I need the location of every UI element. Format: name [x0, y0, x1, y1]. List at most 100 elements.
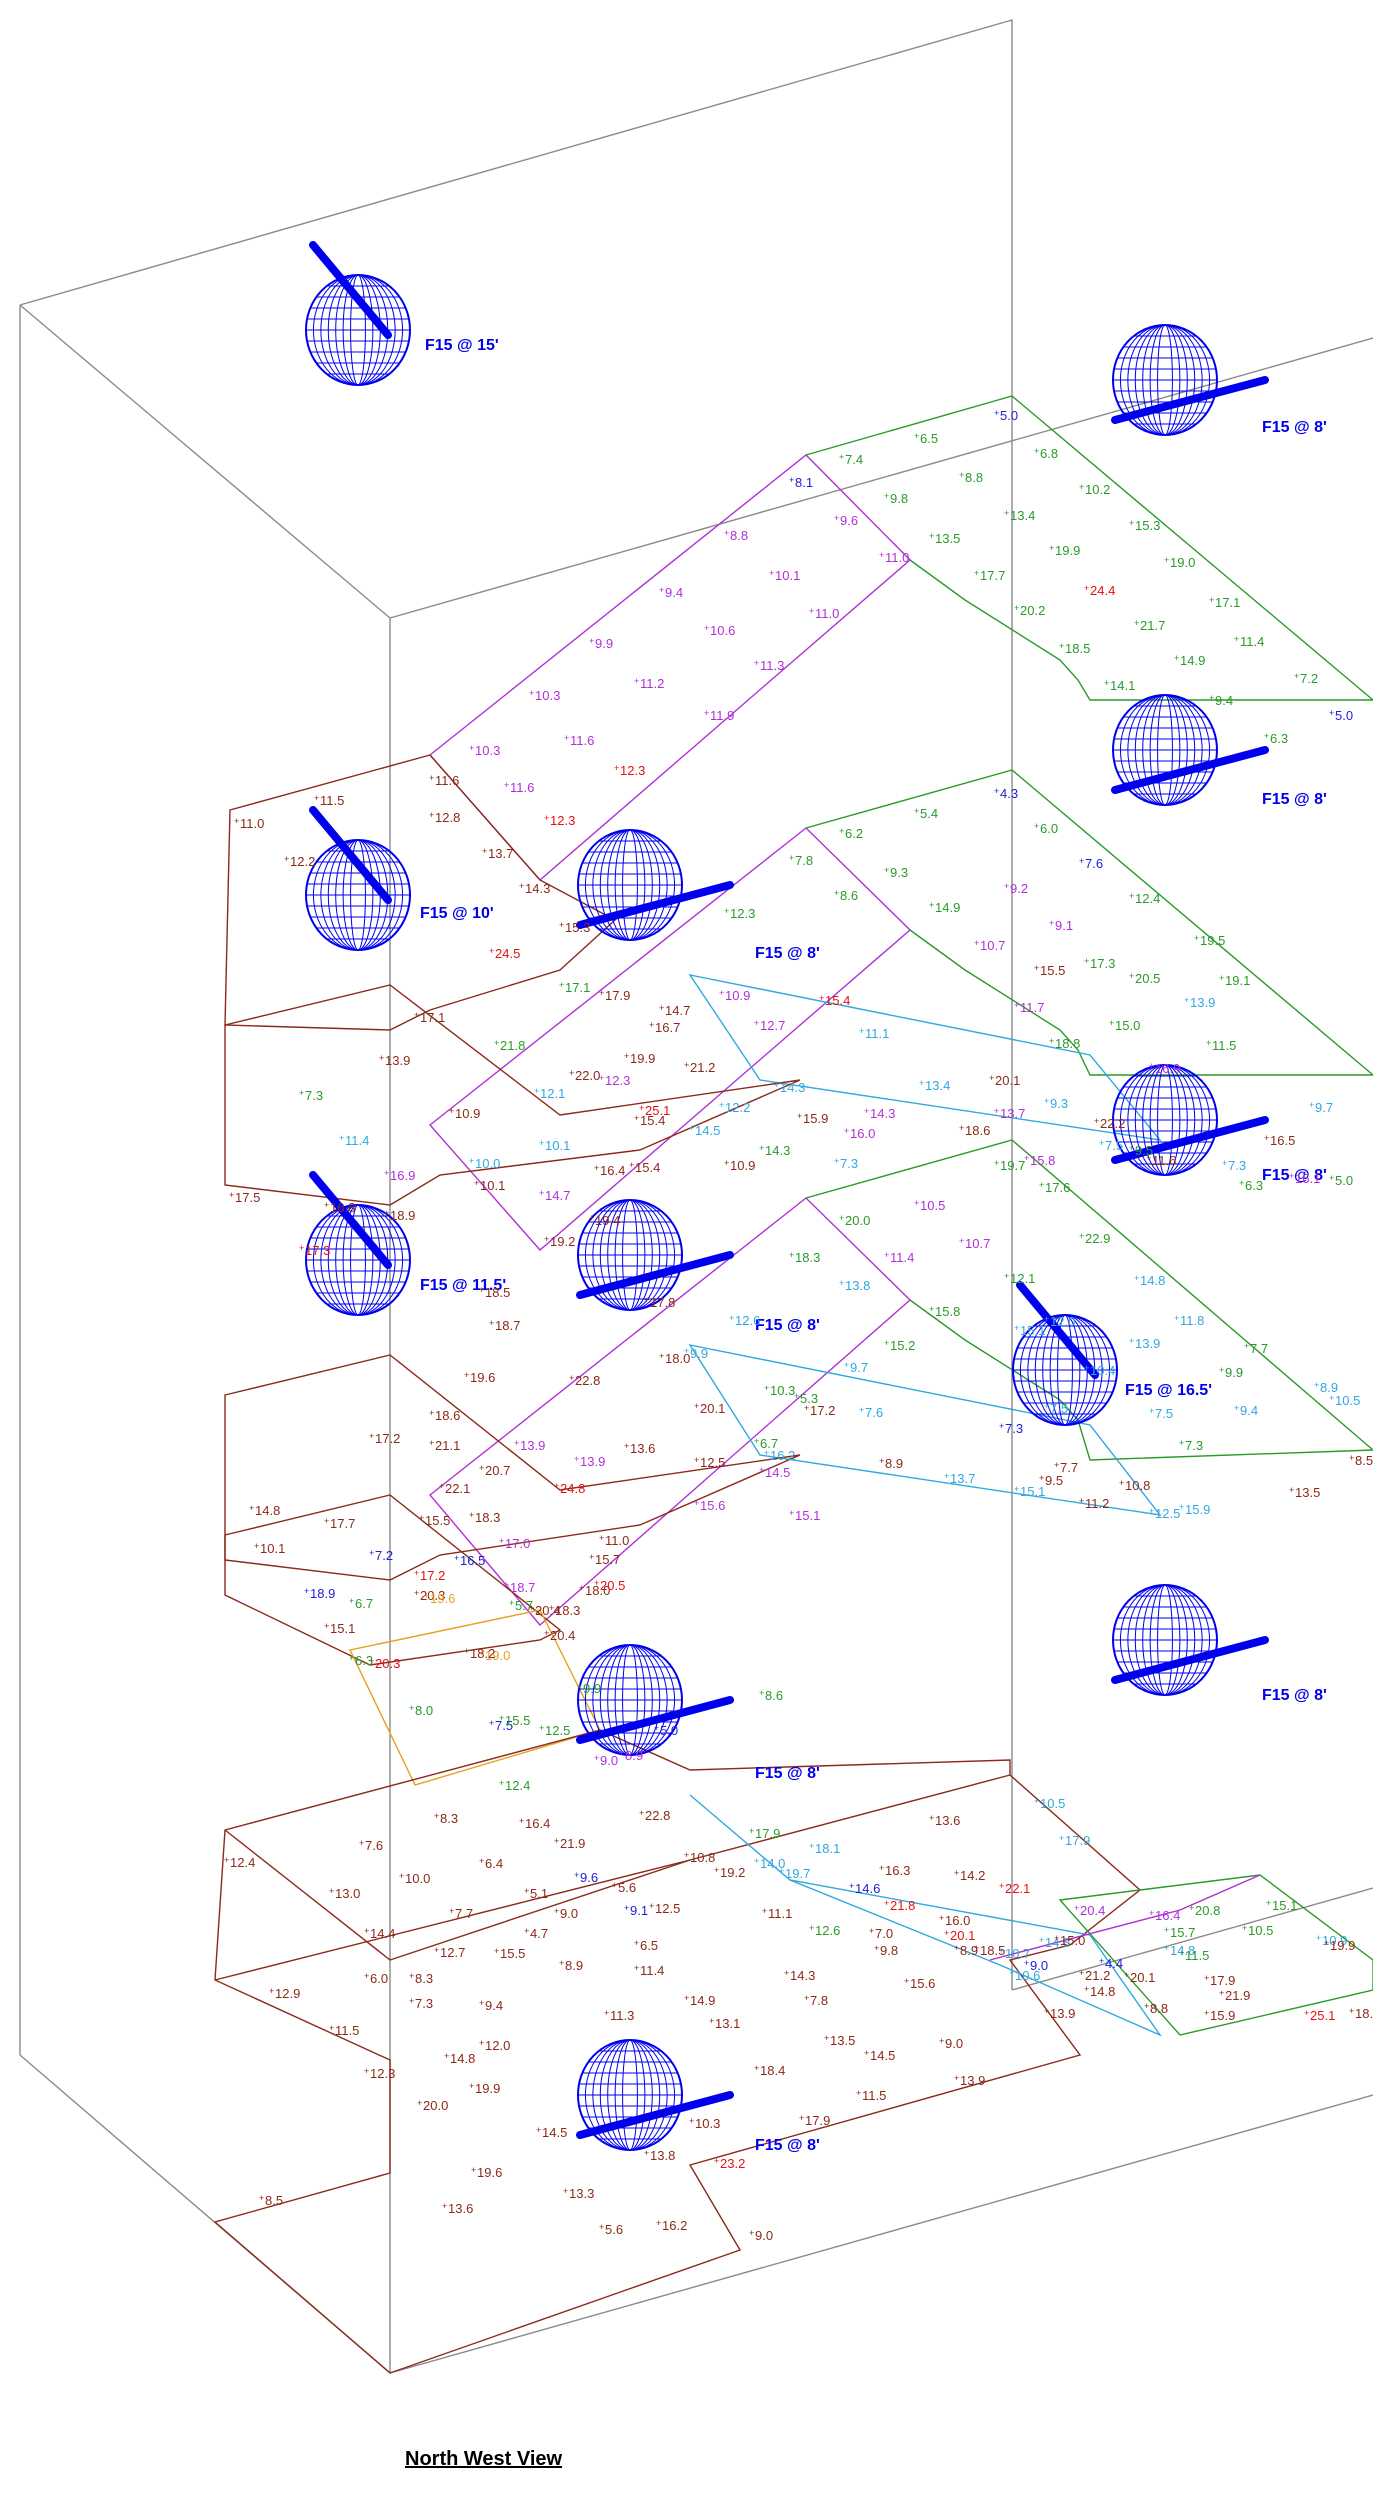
- reading-marker: +: [499, 1778, 504, 1788]
- reading-marker: +: [839, 1278, 844, 1288]
- illuminance-reading: 13.7: [1000, 1106, 1025, 1121]
- illuminance-reading: 15.5: [500, 1946, 525, 1961]
- reading-marker: +: [754, 1856, 759, 1866]
- reading-marker: +: [1039, 1473, 1044, 1483]
- illuminance-reading: 13.9: [1135, 1336, 1160, 1351]
- illuminance-reading: 19.7: [1000, 1158, 1025, 1173]
- reading-marker: +: [514, 1438, 519, 1448]
- illuminance-reading: 13.9: [520, 1438, 545, 1453]
- illuminance-reading: 17.3: [305, 1243, 330, 1258]
- illuminance-reading: 9.3: [890, 865, 908, 880]
- reading-marker: +: [754, 1018, 759, 1028]
- reading-marker: +: [1289, 1171, 1294, 1181]
- reading-marker: +: [684, 1060, 689, 1070]
- reading-marker: +: [729, 1313, 734, 1323]
- reading-marker: +: [1174, 653, 1179, 663]
- illuminance-reading: 6.5: [640, 1938, 658, 1953]
- illuminance-reading: 11.2: [1085, 1496, 1109, 1511]
- illuminance-reading: 18.3: [555, 1603, 580, 1618]
- reading-marker: +: [1084, 583, 1089, 593]
- reading-marker: +: [714, 2156, 719, 2166]
- fixture-luminaire: F15 @ 8': [1111, 324, 1327, 436]
- illuminance-reading: 16.4: [1155, 1908, 1180, 1923]
- reading-marker: +: [234, 816, 239, 826]
- stair-outlines: [213, 395, 1373, 2374]
- illuminance-reading: 14.9: [690, 1993, 715, 2008]
- reading-marker: +: [304, 1586, 309, 1596]
- illuminance-reading: 17.1: [565, 980, 590, 995]
- reading-marker: +: [1134, 618, 1139, 628]
- illuminance-reading: 12.8: [435, 810, 460, 825]
- illuminance-reading: 11.6: [1152, 1153, 1176, 1168]
- reading-marker: +: [1149, 1406, 1154, 1416]
- illuminance-reading: 8.0: [415, 1703, 433, 1718]
- reading-marker: +: [1109, 1018, 1114, 1028]
- reading-marker: +: [1164, 1925, 1169, 1935]
- reading-marker: +: [589, 1552, 594, 1562]
- illuminance-reading: 19.6: [470, 1370, 495, 1385]
- reading-marker: +: [254, 1541, 259, 1551]
- reading-marker: +: [974, 1943, 979, 1953]
- reading-marker: +: [554, 1481, 559, 1491]
- reading-marker: +: [1129, 971, 1134, 981]
- illuminance-reading: 21.8: [500, 1038, 525, 1053]
- illuminance-reading: 17.9: [755, 1826, 780, 1841]
- reading-marker: +: [954, 2073, 959, 2083]
- reading-marker: +: [1304, 2008, 1309, 2018]
- reading-marker: +: [469, 1510, 474, 1520]
- reading-marker: +: [1149, 1908, 1154, 1918]
- illuminance-reading: 15.1: [1020, 1323, 1045, 1338]
- illuminance-reading: 11.5: [862, 2088, 886, 2103]
- illuminance-reading: 15.0: [1060, 1933, 1085, 1948]
- reading-marker: +: [839, 452, 844, 462]
- illuminance-reading: 8.3: [440, 1811, 458, 1826]
- illuminance-reading: 14.8: [1140, 1273, 1165, 1288]
- reading-marker: +: [634, 1938, 639, 1948]
- illuminance-reading: 17.2: [420, 1568, 445, 1583]
- illuminance-reading: 13.8: [845, 1278, 870, 1293]
- illuminance-reading: 12.5: [1155, 1506, 1180, 1521]
- illuminance-reading: 9.5: [1135, 1143, 1153, 1158]
- reading-marker: +: [856, 2088, 861, 2098]
- reading-marker: +: [414, 1588, 419, 1598]
- reading-marker: +: [1164, 1943, 1169, 1953]
- illuminance-reading: 17.1: [1215, 595, 1240, 610]
- illuminance-reading: 16.2: [770, 1448, 795, 1463]
- illuminance-reading: 7.4: [845, 452, 863, 467]
- illuminance-reading: 10.6: [710, 623, 735, 638]
- reading-marker: +: [834, 888, 839, 898]
- reading-marker: +: [944, 1928, 949, 1938]
- illuminance-reading: 12.1: [540, 1086, 565, 1101]
- reading-marker: +: [994, 1158, 999, 1168]
- illuminance-reading: 10.5: [1040, 1796, 1065, 1811]
- illuminance-reading: 8.9: [1320, 1380, 1338, 1395]
- reading-marker: +: [754, 2063, 759, 2073]
- illuminance-reading: 8.9: [625, 1748, 643, 1763]
- illuminance-reading: 9.4: [1240, 1403, 1258, 1418]
- reading-marker: +: [1189, 1903, 1194, 1913]
- reading-marker: +: [299, 1088, 304, 1098]
- reading-marker: +: [1289, 1485, 1294, 1495]
- illuminance-reading: 19.1: [1225, 973, 1250, 988]
- reading-marker: +: [724, 528, 729, 538]
- reading-marker: +: [554, 1836, 559, 1846]
- reading-marker: +: [859, 1405, 864, 1415]
- illuminance-reading: 5.3: [800, 1391, 818, 1406]
- reading-marker: +: [1329, 1393, 1334, 1403]
- illuminance-reading: 21.1: [435, 1438, 460, 1453]
- reading-marker: +: [489, 1318, 494, 1328]
- illuminance-reading: 15.3: [1135, 518, 1160, 533]
- reading-marker: +: [1079, 1231, 1084, 1241]
- illuminance-reading: 7.2: [1300, 671, 1318, 686]
- illuminance-reading: 11.0: [815, 606, 839, 621]
- fixture-label: F15 @ 10': [420, 905, 494, 922]
- reading-marker: +: [577, 1681, 582, 1691]
- reading-marker: +: [329, 1886, 334, 1896]
- reading-marker: +: [1264, 1133, 1269, 1143]
- illuminance-reading: 21.9: [1225, 1988, 1250, 2003]
- reading-marker: +: [659, 1351, 664, 1361]
- reading-marker: +: [797, 1111, 802, 1121]
- illuminance-reading: 10.8: [690, 1850, 715, 1865]
